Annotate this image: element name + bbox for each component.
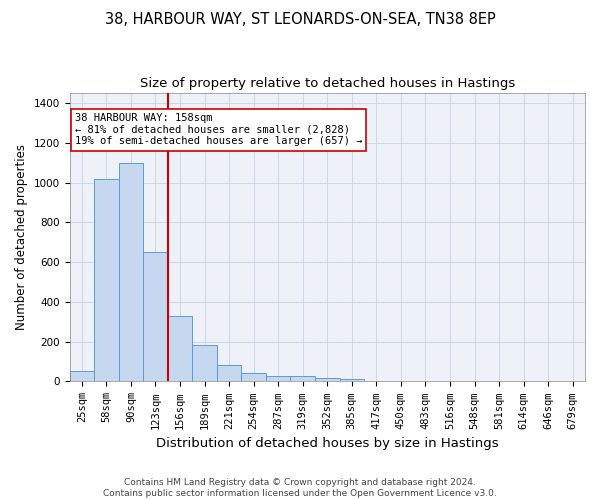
Y-axis label: Number of detached properties: Number of detached properties <box>15 144 28 330</box>
Bar <box>119 162 143 382</box>
Bar <box>143 252 168 382</box>
Title: Size of property relative to detached houses in Hastings: Size of property relative to detached ho… <box>140 78 515 90</box>
Text: Contains HM Land Registry data © Crown copyright and database right 2024.
Contai: Contains HM Land Registry data © Crown c… <box>103 478 497 498</box>
Text: 38 HARBOUR WAY: 158sqm
← 81% of detached houses are smaller (2,828)
19% of semi-: 38 HARBOUR WAY: 158sqm ← 81% of detached… <box>74 113 362 146</box>
X-axis label: Distribution of detached houses by size in Hastings: Distribution of detached houses by size … <box>156 437 499 450</box>
Bar <box>241 374 266 382</box>
Bar <box>94 178 119 382</box>
Bar <box>340 380 364 382</box>
Text: 38, HARBOUR WAY, ST LEONARDS-ON-SEA, TN38 8EP: 38, HARBOUR WAY, ST LEONARDS-ON-SEA, TN3… <box>104 12 496 28</box>
Bar <box>70 370 94 382</box>
Bar <box>192 344 217 382</box>
Bar <box>217 364 241 382</box>
Bar <box>315 378 340 382</box>
Bar <box>168 316 192 382</box>
Bar <box>290 376 315 382</box>
Bar <box>266 376 290 382</box>
